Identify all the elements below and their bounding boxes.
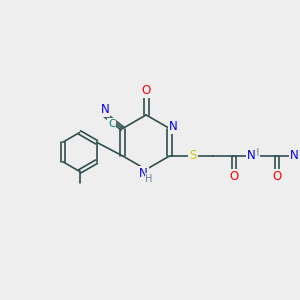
Text: N: N — [290, 149, 299, 162]
Text: O: O — [230, 170, 239, 183]
Text: O: O — [272, 170, 281, 183]
Text: C: C — [108, 119, 116, 129]
Text: O: O — [142, 84, 151, 97]
Text: N: N — [139, 167, 148, 180]
Text: H: H — [295, 148, 300, 158]
Text: N: N — [100, 103, 109, 116]
Text: N: N — [247, 149, 256, 162]
Text: S: S — [189, 149, 197, 162]
Text: H: H — [252, 148, 259, 158]
Text: H: H — [146, 174, 153, 184]
Text: N: N — [169, 120, 178, 133]
